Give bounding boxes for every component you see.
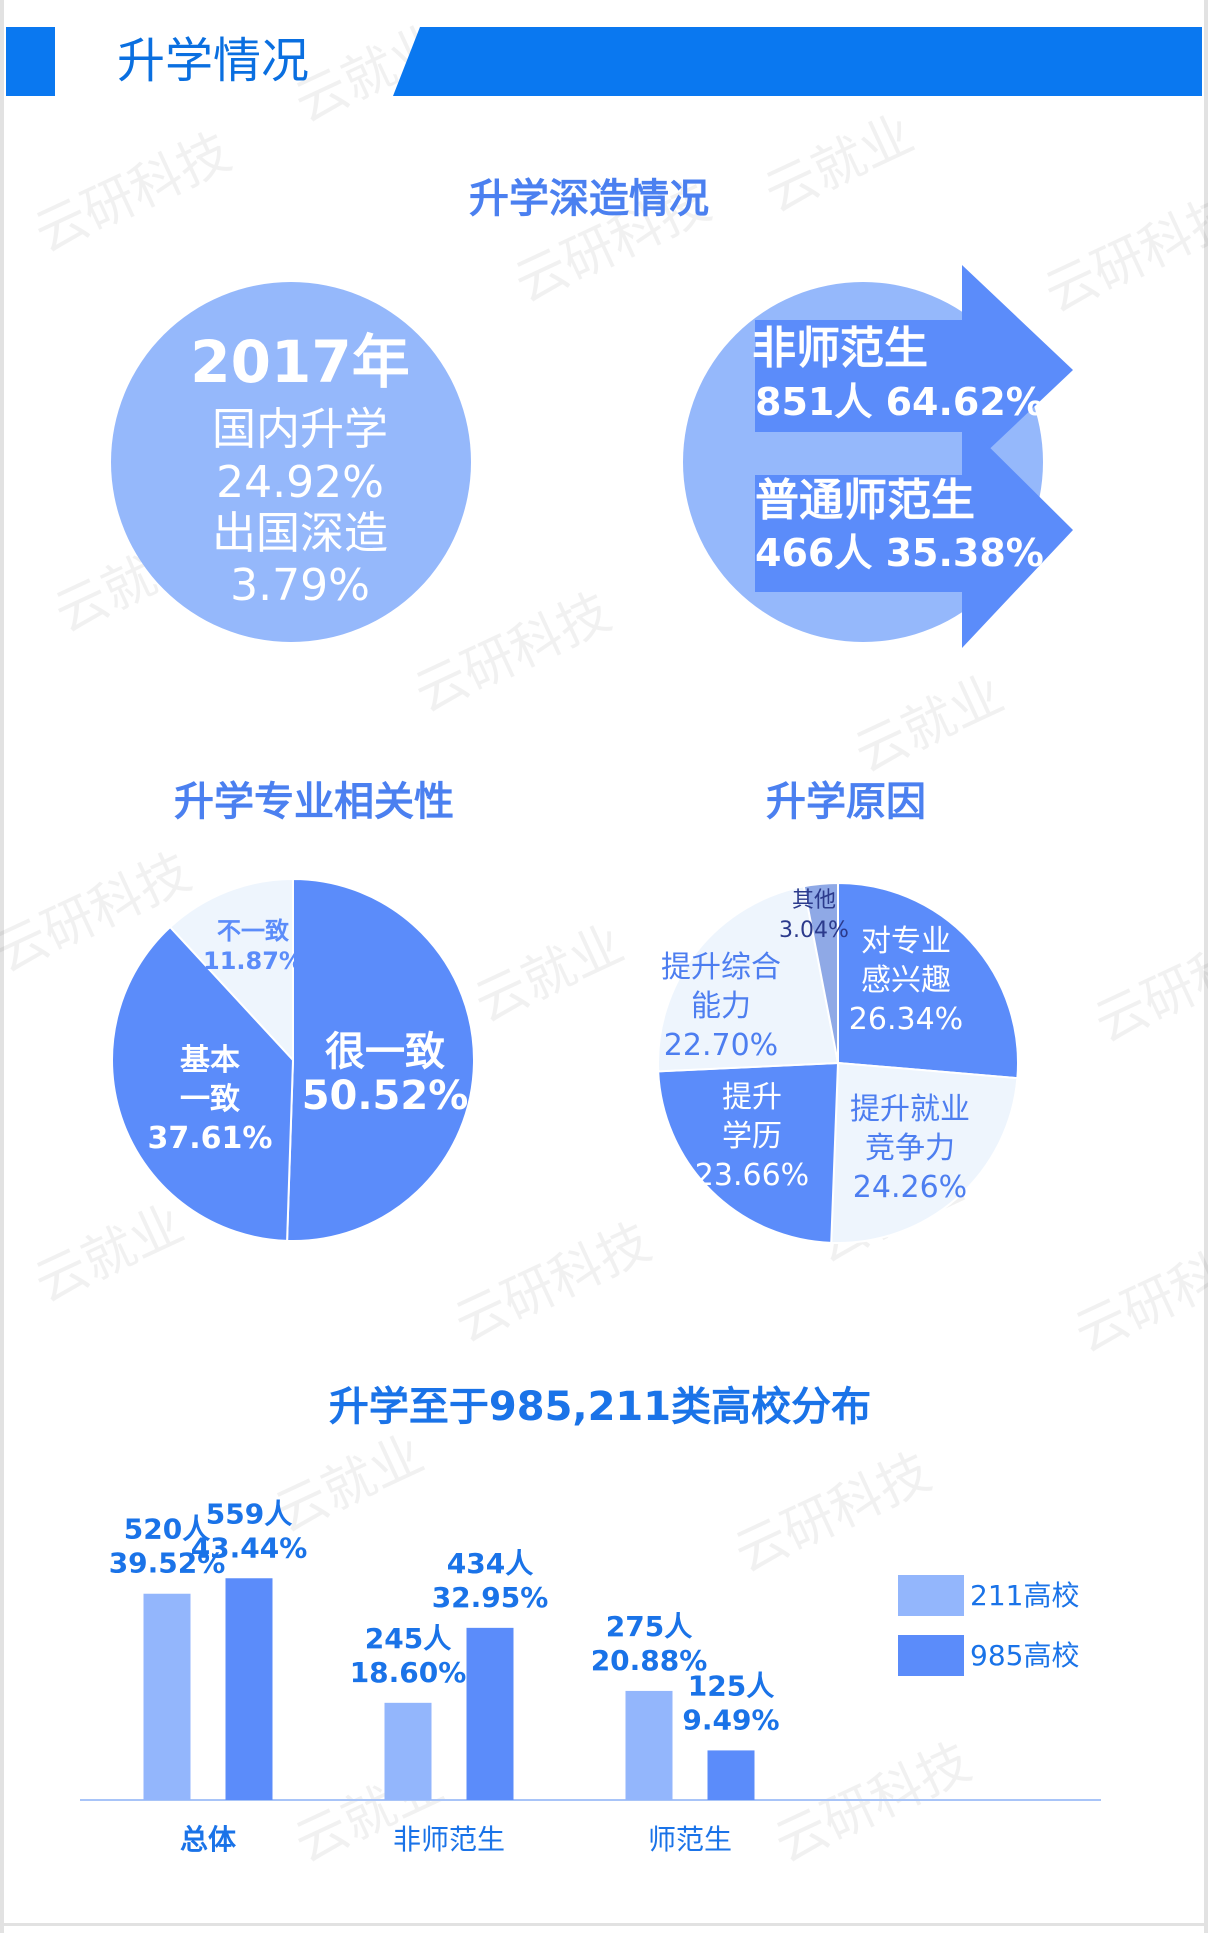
edge xyxy=(0,1923,1208,1926)
share-label: 20.88% xyxy=(591,1644,708,1677)
group-name: 普通师范生 xyxy=(755,475,975,526)
watermark: 云研科技 xyxy=(1066,1222,1208,1364)
group-stats: 851人 64.62% xyxy=(755,380,1044,424)
bar xyxy=(707,1750,755,1800)
year: 2017年 xyxy=(190,328,409,396)
overview-circle xyxy=(111,282,471,642)
bar xyxy=(143,1593,191,1800)
share-label: 9.49% xyxy=(682,1703,779,1736)
value-label: 434人 xyxy=(447,1547,533,1580)
share-label: 18.60% xyxy=(350,1656,467,1689)
header-band xyxy=(393,27,1202,96)
share-label: 43.44% xyxy=(191,1531,308,1564)
chart-title: 升学原因 xyxy=(766,779,926,825)
item-label: 国内升学 xyxy=(212,404,388,455)
watermark: 云研科技 xyxy=(726,1442,940,1584)
slice-label: 提升学历 23.66% xyxy=(642,1078,862,1195)
category-label: 提升就业竞争力 xyxy=(850,1092,970,1166)
header-title: 升学情况 xyxy=(117,33,309,89)
item-value: 24.92% xyxy=(216,457,384,508)
edge xyxy=(1204,0,1208,1933)
category-label: 不一致 xyxy=(217,917,289,945)
category-label: 对专业感兴趣 xyxy=(861,924,951,998)
value-label: 23.66% xyxy=(694,1158,810,1193)
category-label: 基本一致 xyxy=(180,1043,240,1117)
x-tick-label: 非师范生 xyxy=(393,1823,505,1856)
pie-slice xyxy=(286,877,476,1242)
item-value: 3.79% xyxy=(230,560,370,611)
bar xyxy=(384,1702,432,1800)
watermark: 云就业 xyxy=(846,664,1013,784)
legend-label: 985高校 xyxy=(970,1639,1079,1672)
x-tick-label: 总体 xyxy=(180,1823,237,1856)
legend-swatch xyxy=(898,1575,964,1616)
watermark: 云研科技 xyxy=(1086,912,1208,1054)
pie-slice xyxy=(657,885,840,1073)
value-label: 125人 xyxy=(688,1669,774,1702)
watermark: 云就业 xyxy=(466,914,633,1034)
value-label: 24.26% xyxy=(852,1170,968,1205)
section-title: 升学深造情况 xyxy=(469,176,709,222)
watermark: 云就业 xyxy=(26,1194,193,1314)
bar xyxy=(466,1627,514,1800)
value-label: 275人 xyxy=(606,1610,692,1643)
slice-label: 其他 3.04% xyxy=(704,886,924,946)
group-count: 466人 xyxy=(755,531,872,575)
category-label: 很一致 xyxy=(325,1029,445,1075)
value-label: 26.34% xyxy=(848,1002,964,1037)
arrow xyxy=(755,420,1073,648)
value-label: 559人 xyxy=(206,1497,292,1530)
value-label: 3.04% xyxy=(779,918,849,943)
category-label: 提升综合能力 xyxy=(661,950,781,1024)
slice-label: 基本一致 37.61% xyxy=(100,1041,320,1158)
legend-label: 211高校 xyxy=(970,1579,1079,1612)
header-block xyxy=(6,27,55,96)
slice-label: 很一致 50.52% xyxy=(275,1030,495,1118)
edge xyxy=(0,0,4,1933)
pie-slice xyxy=(168,877,294,1063)
item-label: 出国深造 xyxy=(212,508,388,559)
slice-label: 不一致 11.87% xyxy=(143,916,363,976)
slice-label: 提升就业竞争力 24.26% xyxy=(800,1090,1020,1207)
watermark: 云研科技 xyxy=(766,1732,980,1874)
value-label: 11.87% xyxy=(203,947,303,975)
value-label: 37.61% xyxy=(147,1121,273,1156)
value-label: 520人 xyxy=(124,1513,210,1546)
slice-label: 提升综合能力 22.70% xyxy=(611,948,831,1065)
watermark: 云研科技 xyxy=(406,582,620,724)
pie-slice xyxy=(657,1061,840,1244)
bar xyxy=(225,1578,273,1800)
arrow xyxy=(755,265,1073,475)
bar xyxy=(625,1690,673,1800)
pie-slice xyxy=(830,1061,1019,1244)
legend-swatch xyxy=(898,1635,964,1676)
category-label: 其他 xyxy=(791,888,836,913)
chart-title: 升学专业相关性 xyxy=(174,779,454,825)
watermark: 云研科技 xyxy=(1036,182,1208,324)
value-label: 50.52% xyxy=(301,1073,469,1119)
category-label: 提升学历 xyxy=(722,1080,782,1154)
watermark: 云研科技 xyxy=(26,122,240,264)
share-label: 32.95% xyxy=(432,1581,549,1614)
watermark: 云研科技 xyxy=(446,1212,660,1354)
group-stats: 466人 35.38% xyxy=(755,531,1044,575)
x-tick-label: 师范生 xyxy=(648,1823,732,1856)
pie-slice xyxy=(837,881,1019,1080)
group-share: 35.38% xyxy=(886,531,1044,575)
watermark: 云就业 xyxy=(756,104,923,224)
group-share: 64.62% xyxy=(886,380,1044,424)
chart-title: 升学至于985,211类高校分布 xyxy=(329,1384,871,1430)
group-count: 851人 xyxy=(755,380,872,424)
pie-slice xyxy=(111,925,295,1242)
slice-label: 对专业感兴趣 26.34% xyxy=(796,922,1016,1039)
share-label: 39.52% xyxy=(109,1547,226,1580)
value-label: 22.70% xyxy=(663,1028,779,1063)
pie-slice xyxy=(802,881,839,1064)
group-name: 非师范生 xyxy=(752,323,928,374)
value-label: 245人 xyxy=(365,1622,451,1655)
